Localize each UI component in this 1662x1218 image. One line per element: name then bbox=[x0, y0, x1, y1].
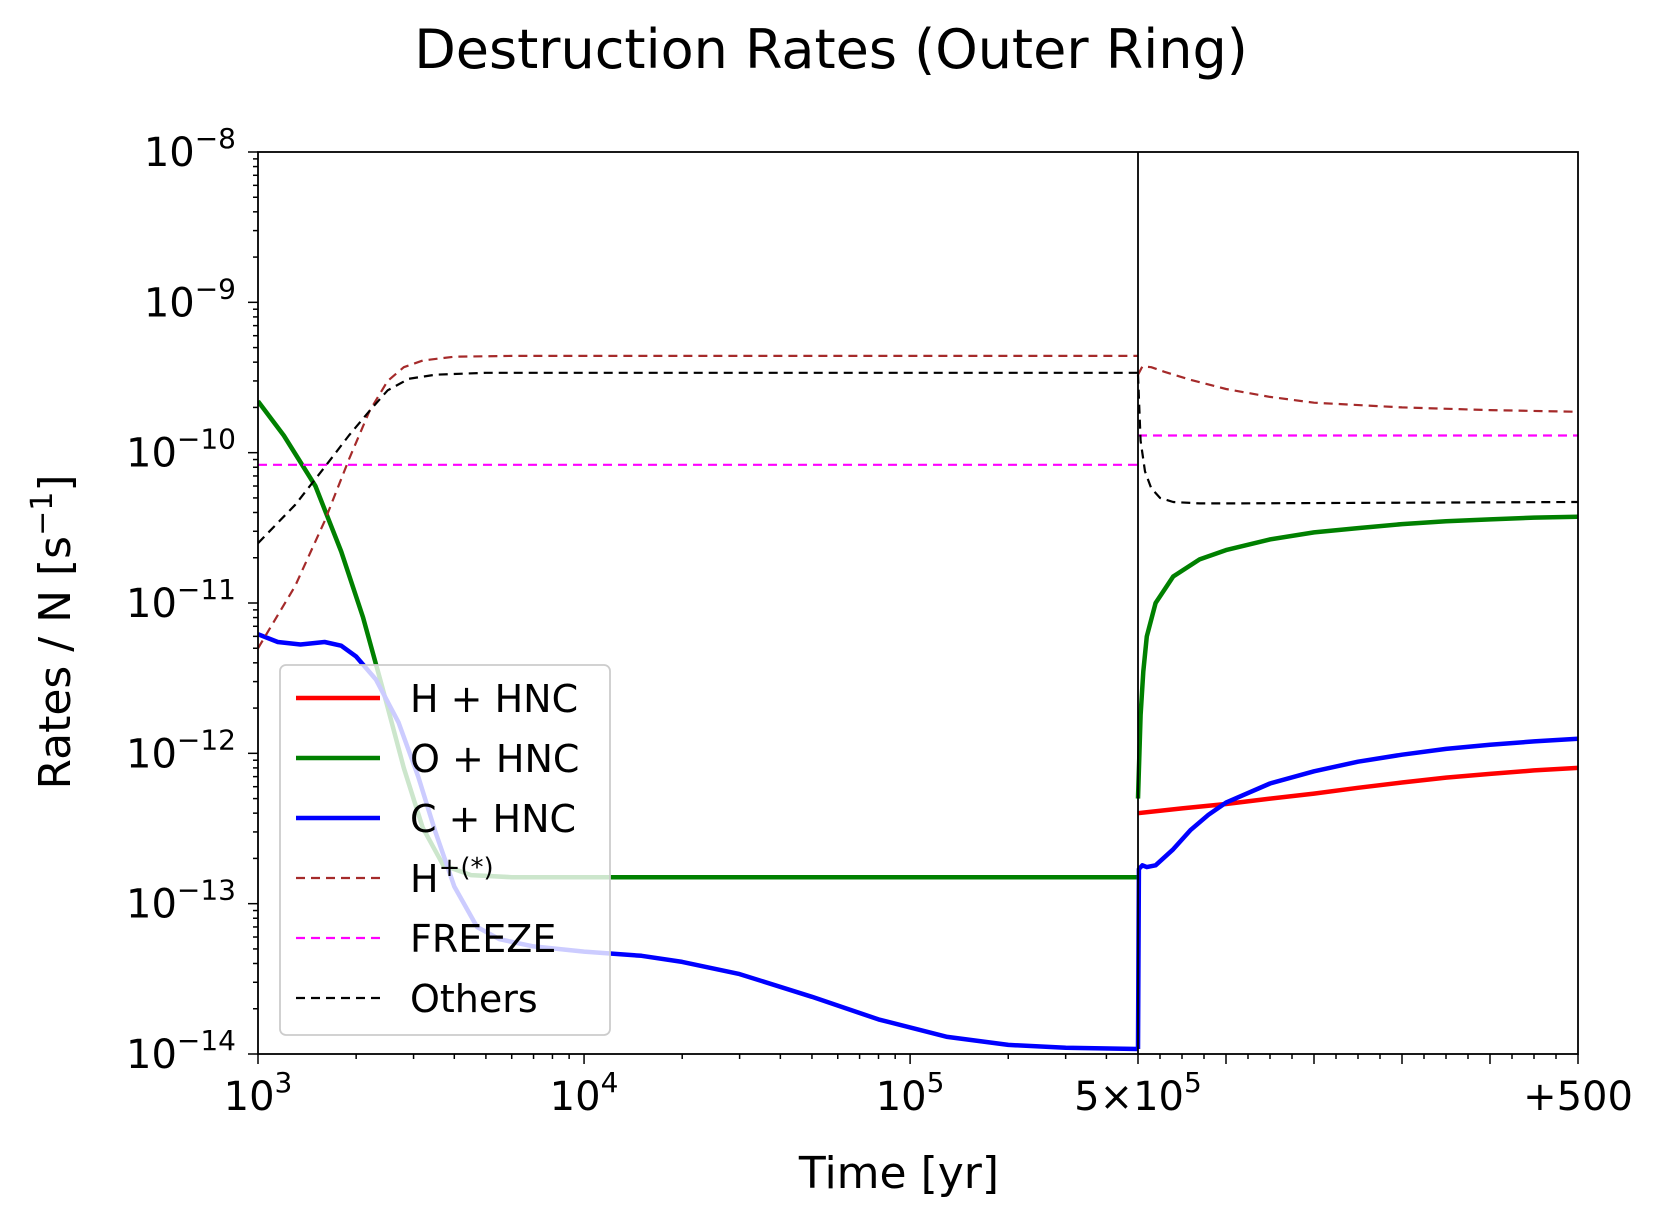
series-line-h-left bbox=[258, 354, 1138, 649]
legend: H + HNC O + HNC C + HNC H+(*) FREEZE Others bbox=[279, 664, 611, 1036]
series-line-others-right bbox=[1136, 374, 1578, 505]
axes-border bbox=[257, 151, 1579, 1055]
series-line-h-right bbox=[1137, 365, 1578, 413]
legend-label-others: Others bbox=[410, 977, 538, 1021]
x-tick-label: 105 bbox=[876, 1066, 945, 1120]
y-tick-label: 10−11 bbox=[126, 573, 236, 627]
legend-label-h: H+(*) bbox=[410, 853, 494, 901]
y-axis-label: Rates / N [s−1] bbox=[25, 474, 81, 789]
y-tick-label: 10−10 bbox=[126, 423, 236, 477]
y-tick-label: 10−13 bbox=[126, 874, 236, 928]
y-tick-label: 10−12 bbox=[126, 723, 236, 777]
y-tick-label: 10−8 bbox=[144, 122, 236, 176]
legend-label-c-hnc: C + HNC bbox=[410, 797, 576, 841]
series-line-o-hnc-right bbox=[1135, 514, 1578, 799]
x-tick-label: 5×105 bbox=[1074, 1066, 1202, 1120]
series-line-others-left bbox=[258, 371, 1138, 544]
x-tick-label: +500 bbox=[1523, 1074, 1633, 1120]
chart-title: Destruction Rates (Outer Ring) bbox=[414, 18, 1248, 81]
axes-frame bbox=[257, 151, 1579, 1055]
y-tick-label: 10−9 bbox=[144, 272, 236, 326]
legend-label-h-hnc: H + HNC bbox=[410, 677, 578, 721]
x-tick-label: 103 bbox=[224, 1066, 293, 1120]
legend-label-freeze: FREEZE bbox=[410, 917, 556, 961]
series-line-h-hnc-right bbox=[1137, 765, 1578, 816]
x-axis-label: Time [yr] bbox=[798, 1148, 999, 1199]
y-tick-label: 10−14 bbox=[126, 1024, 236, 1078]
series-line-c-hnc-right bbox=[1135, 736, 1578, 1050]
x-tick-label: 104 bbox=[550, 1066, 619, 1120]
legend-label-o-hnc: O + HNC bbox=[410, 737, 579, 781]
